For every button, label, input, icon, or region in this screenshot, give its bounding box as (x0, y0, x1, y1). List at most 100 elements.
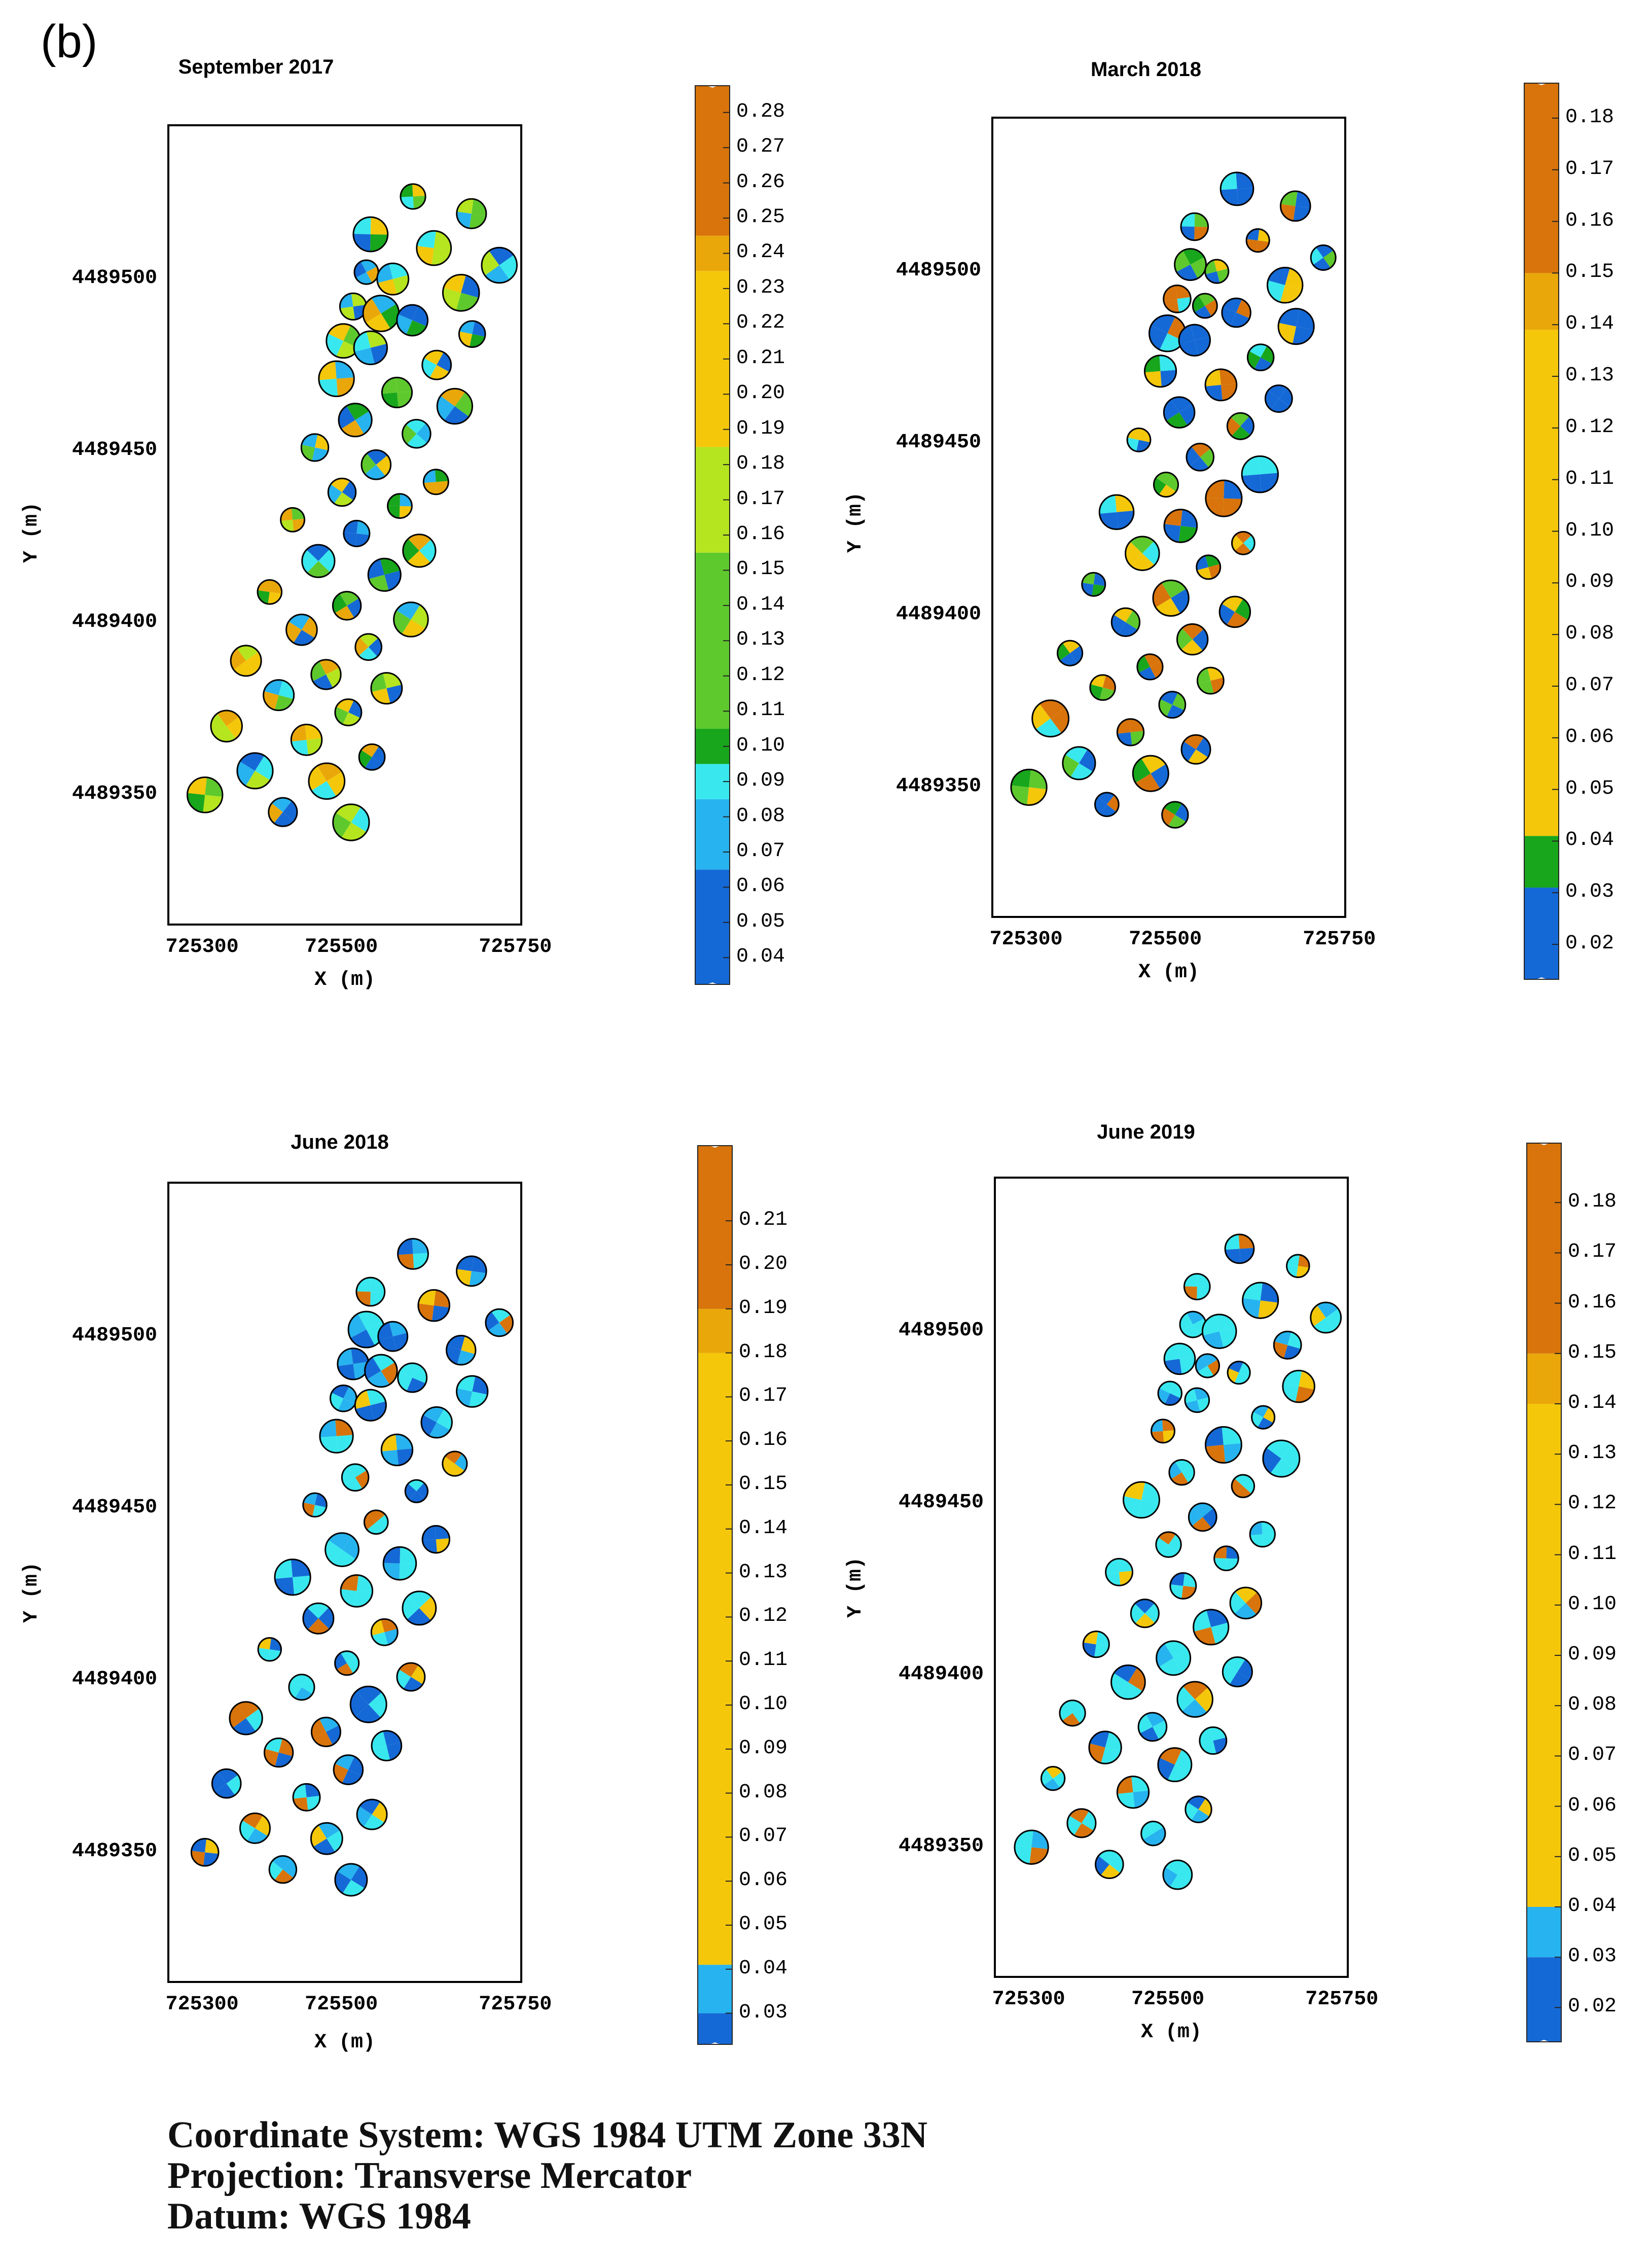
colorbar (1526, 1141, 1562, 2044)
colorbar-graphic (1524, 83, 1559, 980)
crown-segment (1260, 473, 1278, 492)
tree-crown (1163, 509, 1198, 543)
crown-outline (1188, 1502, 1217, 1532)
crown-segment (1214, 1546, 1227, 1558)
tree-crown (1273, 1330, 1302, 1360)
crown-segment (1231, 413, 1249, 427)
crown-segment (1163, 285, 1177, 301)
crown-segment (303, 1493, 317, 1505)
colorbar-band (1526, 1353, 1562, 1404)
crown-segment (1186, 446, 1200, 466)
crown-segment (1251, 1411, 1264, 1428)
crown-segment (318, 549, 335, 573)
crown-segment (1170, 1874, 1190, 1889)
crown-segment (1201, 1354, 1218, 1366)
crown-segment (335, 1871, 351, 1894)
crown-outline (333, 1754, 364, 1785)
crown-outline (1161, 801, 1189, 829)
colorbar-label: 0.14 (1565, 312, 1614, 336)
crown-segment (218, 1769, 238, 1784)
colorbar-band (1524, 92, 1559, 273)
tree-crown (285, 614, 318, 646)
crown-segment (1082, 573, 1095, 585)
crown-segment (371, 688, 390, 704)
crown-outline (1205, 479, 1243, 517)
crown-segment (1235, 1486, 1251, 1498)
crown-segment (377, 264, 393, 283)
crown-segment (341, 1575, 358, 1591)
crown-segment (308, 766, 327, 791)
crown-segment (397, 1669, 411, 1689)
crown-outline (354, 1389, 387, 1422)
crown-segment (488, 1323, 508, 1336)
crown-segment (412, 1238, 428, 1254)
crown-segment (489, 247, 514, 266)
crown-segment (240, 753, 265, 771)
x-tick-label: 725750 (1303, 928, 1376, 951)
tree-crown (1282, 1369, 1315, 1403)
crown-segment (242, 1813, 263, 1828)
crown-outline (230, 645, 262, 677)
crown-segment (1046, 1766, 1063, 1779)
tree-crown (422, 469, 449, 495)
crown-segment (291, 724, 307, 742)
crown-outline (1180, 734, 1211, 765)
crown-segment (1191, 443, 1211, 457)
tree-crown (393, 601, 429, 637)
crown-segment (1140, 1726, 1159, 1741)
colorbar-label: 0.15 (1568, 1341, 1617, 1364)
tree-crown (445, 1335, 477, 1366)
tree-crown (1155, 1531, 1182, 1558)
tree-crown (1221, 297, 1251, 328)
crown-outline (334, 1650, 360, 1676)
crown-segment (191, 1838, 207, 1853)
colorbar-graphic (695, 85, 730, 985)
crown-segment (1249, 344, 1267, 358)
crown-segment (1029, 1847, 1049, 1864)
tree-crown (387, 493, 413, 519)
colorbar-band (697, 1308, 733, 1353)
crown-segment (355, 637, 369, 656)
crown-segment (1253, 1406, 1269, 1418)
crown-segment (233, 660, 255, 676)
crown-segment (293, 1797, 308, 1811)
crown-outline (1201, 1314, 1237, 1349)
colorbar-label: 0.18 (739, 1340, 788, 1364)
crown-segment (365, 757, 383, 770)
colorbar-label: 0.10 (1568, 1592, 1617, 1616)
crown-segment (1170, 1573, 1185, 1586)
colorbar (695, 84, 730, 986)
tree-crown (1310, 1301, 1342, 1334)
tree-crown (421, 1525, 451, 1554)
crown-outline (1185, 1795, 1212, 1823)
crown-segment (1282, 1383, 1299, 1402)
crown-segment (485, 265, 510, 283)
crown-segment (1164, 524, 1181, 543)
crown-segment (357, 1312, 382, 1330)
colorbar-label: 0.15 (739, 1473, 788, 1496)
crown-segment (397, 391, 412, 408)
crown-segment (1185, 1802, 1199, 1821)
crown-segment (1160, 333, 1184, 351)
crown-outline (352, 216, 389, 253)
tree-crown (1169, 1572, 1197, 1600)
crown-segment (371, 673, 387, 692)
crown-outline (301, 544, 336, 578)
colorbar-band (697, 1353, 733, 1965)
crown-outline (1157, 1747, 1193, 1783)
crown-segment (1151, 1431, 1164, 1443)
crown-segment (378, 1322, 393, 1340)
crown-outline (358, 743, 386, 771)
colorbar (1524, 81, 1559, 981)
crown-segment (1298, 1255, 1310, 1268)
crown-segment (1180, 509, 1197, 528)
crown-segment (1150, 661, 1163, 679)
tree-crown (1066, 1808, 1097, 1838)
crown-segment (1242, 474, 1262, 492)
crown-outline (1162, 1859, 1193, 1890)
tree-crown (1183, 1273, 1211, 1300)
tree-crown (358, 743, 386, 771)
crown-segment (301, 444, 315, 461)
colorbar-label: 0.18 (1568, 1190, 1617, 1214)
map-title: September 2017 (178, 56, 334, 78)
